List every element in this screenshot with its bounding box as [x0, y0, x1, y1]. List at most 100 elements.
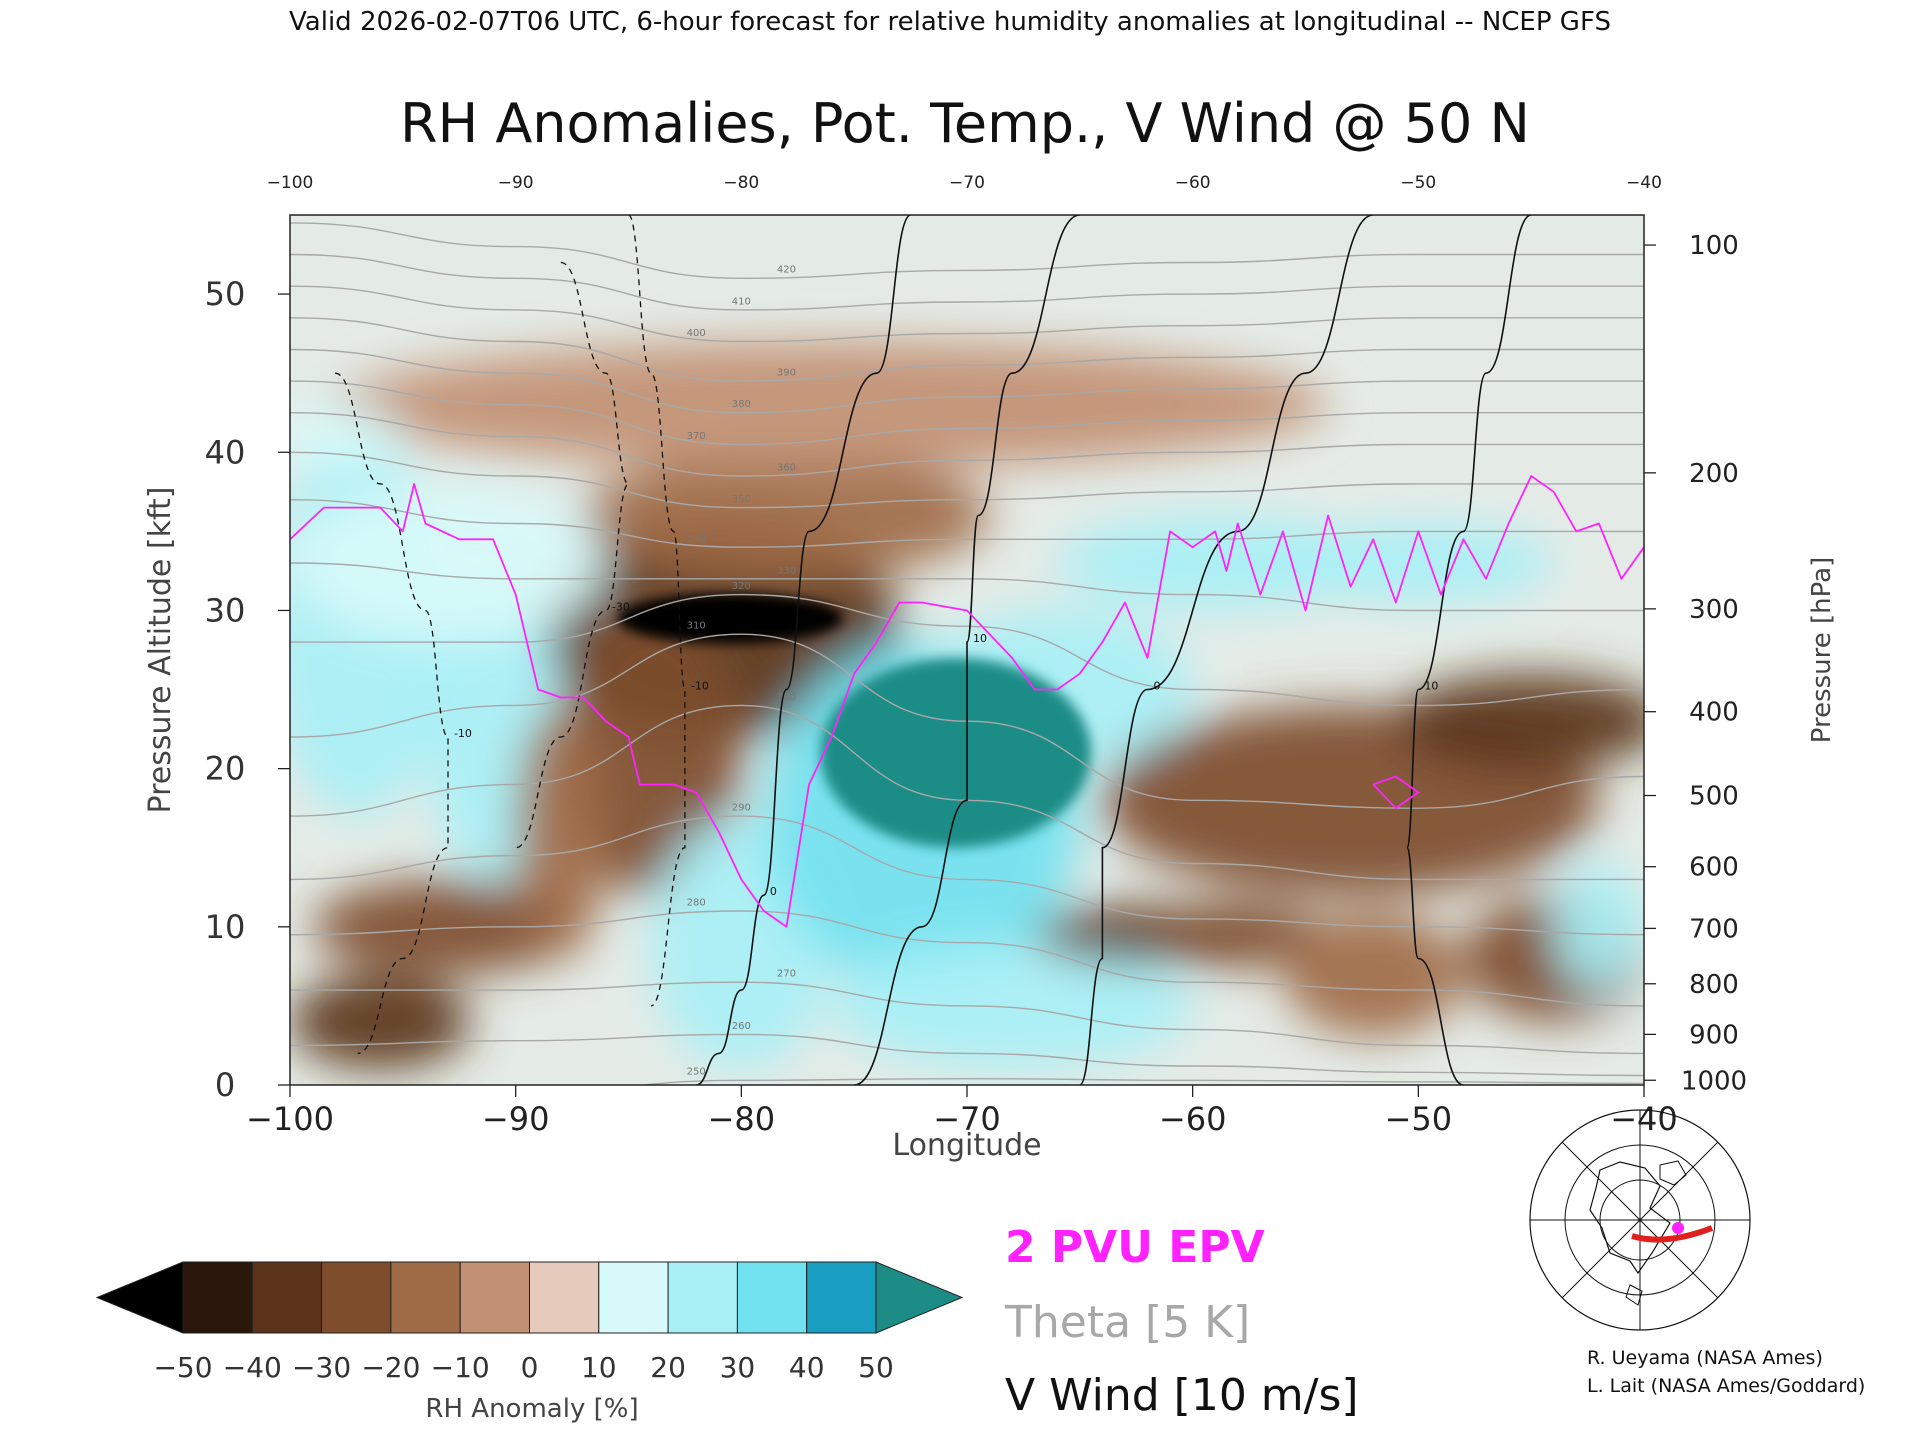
vwind-label-3: 10: [1424, 680, 1438, 693]
theta-contours: 250 260 270 280 290 300 310 320 330 340 350 360 370 3…: [290, 222, 1644, 1085]
vwind-label-1: 10: [973, 632, 987, 645]
credit-line-1: R. Ueyama (NASA Ames): [1587, 1347, 1823, 1369]
rh-anomaly-blob-9: [312, 879, 584, 975]
legend-vwind: V Wind [10 m/s]: [1005, 1370, 1359, 1421]
y-axis-label: Pressure Altitude [kft]: [143, 487, 178, 814]
colorbar-tick-label-9: 40: [789, 1351, 825, 1384]
x-tick-label-5: −50: [1385, 1100, 1453, 1138]
colorbar-over-arrow: [875, 1261, 964, 1334]
theta-label-360: 360: [777, 462, 796, 473]
theta-label-270: 270: [777, 969, 796, 980]
pressure-tick-label-700: 700: [1689, 914, 1739, 944]
pressure-tick-label-900: 900: [1689, 1020, 1739, 1050]
rh-anomaly-core: [617, 593, 1092, 848]
y2-axis-label: Pressure [hPa]: [1807, 557, 1837, 744]
colorbar-cell-8: [736, 1261, 808, 1334]
theta-label-280: 280: [687, 897, 706, 908]
vwind-contour-4: [627, 215, 686, 1007]
legend-epv: 2 PVU EPV: [1005, 1222, 1265, 1273]
pressure-tick-label-200: 200: [1689, 459, 1739, 489]
colorbar-tick-label-6: 10: [581, 1351, 617, 1384]
legend: 2 PVU EPV Theta [5 K] V Wind [10 m/s]: [1004, 1222, 1359, 1421]
vwind-label-6: -10: [454, 727, 472, 740]
pressure-tick-label-1000: 1000: [1681, 1066, 1747, 1096]
colorbar-cell-2: [321, 1261, 392, 1334]
colorbar-label: RH Anomaly [%]: [425, 1394, 638, 1424]
pressure-tick-label-100: 100: [1689, 231, 1739, 261]
y-axis-left: 0 10 20 30 40 50: [205, 275, 290, 1104]
epv-2pvu-contour: [290, 475, 1644, 928]
theta-contour-320: [290, 593, 1644, 707]
colorbar-tick-label-1: −40: [223, 1351, 282, 1384]
colorbar: −50 −40 −30 −20 −10 0 10 20 30 40 50: [95, 1261, 964, 1384]
rh-anomaly-blob-2: [560, 610, 742, 896]
colorbar-tick-label-10: 50: [858, 1351, 894, 1384]
x-tick-label-2: −80: [708, 1100, 776, 1138]
credit-line-2: L. Lait (NASA Ames/Goddard): [1587, 1375, 1865, 1397]
theta-label-410: 410: [732, 296, 751, 307]
header-text: Valid 2026-02-07T06 UTC, 6-hour forecast…: [289, 7, 1611, 37]
theta-contour-370: [290, 380, 1644, 446]
rh-anomaly-blob-3: [583, 452, 990, 579]
epv-2pvu-loop: [1372, 775, 1420, 810]
colorbar-tick-label-3: −20: [361, 1351, 420, 1384]
x-tick-label-6: −40: [1610, 1100, 1678, 1138]
colorbar-cell-7: [667, 1261, 738, 1334]
vwind-contours: 0 10 0 10 -10 -30 -10: [334, 215, 1532, 1085]
x-top-tick-label-1: −90: [498, 173, 534, 193]
y-tick-label-0: 0: [215, 1066, 235, 1104]
colorbar-cell-6: [598, 1261, 669, 1334]
x-axis-label: Longitude: [892, 1128, 1041, 1163]
theta-label-290: 290: [732, 803, 751, 814]
theta-label-330: 330: [777, 565, 796, 576]
colorbar-cell-4: [459, 1261, 531, 1334]
vwind-label-4: -10: [691, 680, 709, 693]
theta-contour-290: [290, 815, 1644, 936]
x-top-tick-label-4: −60: [1175, 173, 1211, 193]
colorbar-tick-label-0: −50: [153, 1351, 212, 1384]
rh-anomaly-blob-13: [820, 657, 1092, 848]
y-axis-right-pressure: 100 200 300 400 500 600 700 800 900 1000: [1644, 231, 1747, 1096]
pressure-tick-label-300: 300: [1689, 595, 1739, 625]
theta-contour-390: [290, 317, 1644, 382]
inset-map: [1529, 1109, 1751, 1331]
theta-contour-260: [290, 1033, 1644, 1077]
pressure-tick-label-400: 400: [1689, 698, 1739, 728]
vwind-contour-5: [515, 261, 630, 849]
theta-contour-360: [290, 412, 1644, 477]
vwind-contour-1: [854, 215, 1080, 1085]
x-tick-label-1: −90: [482, 1100, 550, 1138]
x-top-tick-label-5: −50: [1400, 173, 1436, 193]
vwind-contour-2: [1079, 215, 1374, 1085]
colorbar-cell-9: [806, 1261, 877, 1334]
rh-anomaly-blob-0: [617, 593, 843, 644]
vwind-label-2: 0: [1154, 680, 1161, 693]
vwind-contour-0: [695, 215, 912, 1085]
colorbar-tick-label-5: 0: [521, 1351, 539, 1384]
theta-contour-270: [290, 981, 1644, 1055]
theta-label-310: 310: [687, 621, 706, 632]
theta-contour-330: [290, 562, 1644, 612]
colorbar-cell-5: [529, 1261, 600, 1334]
plot-area: 250 260 270 280 290 300 310 320 330 340 350 360 370 3…: [289, 214, 1645, 1086]
theta-label-250: 250: [687, 1067, 706, 1078]
rh-anomaly-blob-16: [831, 942, 1193, 1070]
theta-contour-250: [636, 1077, 1644, 1085]
x-axis-bottom: −100 −90 −80 −70 −60 −50 −40: [246, 1085, 1678, 1138]
colorbar-tick-label-8: 30: [720, 1351, 756, 1384]
theta-contour-400: [290, 285, 1644, 343]
theta-label-400: 400: [687, 328, 706, 339]
theta-label-420: 420: [777, 265, 796, 276]
chart-title: RH Anomalies, Pot. Temp., V Wind @ 50 N: [400, 92, 1530, 155]
pressure-tick-label-500: 500: [1689, 782, 1739, 812]
theta-contour-300: [290, 704, 1644, 881]
rh-anomaly-blob-4: [335, 341, 1329, 469]
y-tick-label-4: 40: [205, 433, 246, 471]
theta-label-300: 300: [777, 692, 796, 703]
x-top-tick-label-3: −70: [949, 173, 985, 193]
vwind-contour-6: [334, 372, 449, 1055]
colorbar-cell-0: [182, 1261, 253, 1334]
legend-theta: Theta [5 K]: [1004, 1297, 1250, 1348]
x-axis-top: −100 −90 −80 −70 −60 −50 −40: [267, 173, 1662, 193]
